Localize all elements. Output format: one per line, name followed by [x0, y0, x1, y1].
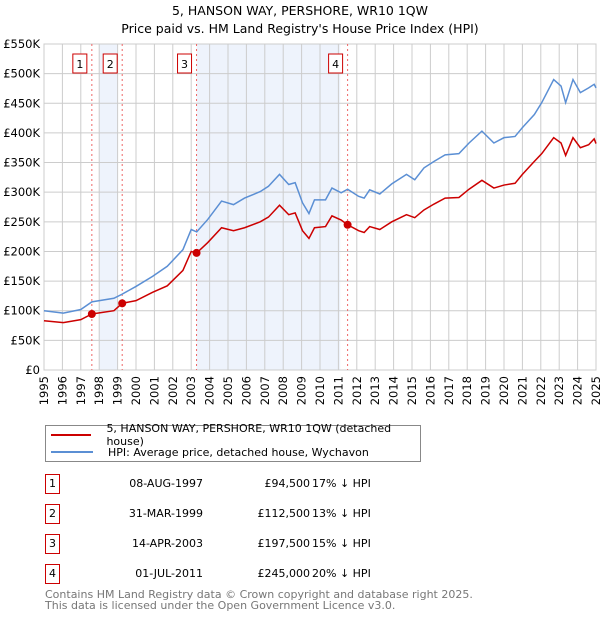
x-tick-label: 2001 — [147, 376, 161, 405]
x-tick-label: 2020 — [497, 376, 511, 405]
sale-price: £197,500 — [257, 537, 311, 550]
sale-row: 4 01-JUL-2011 £245,000 20% ↓ HPI — [45, 564, 445, 584]
sale-row: 3 14-APR-2003 £197,500 15% ↓ HPI — [45, 534, 445, 554]
x-tick-label: 2011 — [331, 376, 345, 405]
legend: 5, HANSON WAY, PERSHORE, WR10 1QW (detac… — [45, 422, 421, 462]
x-tick-label: 2005 — [221, 376, 235, 405]
sale-hpi-diff: 17% ↓ HPI — [312, 477, 371, 490]
x-tick-label: 2006 — [239, 376, 253, 405]
legend-item-hpi: HPI: Average price, detached house, Wych… — [46, 444, 369, 460]
x-tick-label: 2016 — [423, 376, 437, 405]
sale-hpi-diff: 15% ↓ HPI — [312, 537, 371, 550]
sale-date: 14-APR-2003 — [131, 537, 203, 550]
sale-marker-box — [102, 53, 118, 74]
x-tick-label: 2017 — [442, 376, 456, 405]
x-tick-label: 1997 — [74, 376, 88, 405]
chart-plot: £0 £50K £100K £150K £200K £250K £300K £350K £400… — [3, 37, 600, 405]
plot-frame — [43, 43, 597, 371]
sale-row: 2 31-MAR-1999 £112,500 13% ↓ HPI — [45, 504, 445, 524]
sale-price: £112,500 — [257, 507, 311, 520]
shaded-period — [99, 44, 118, 370]
y-tick-label: £500K — [3, 67, 40, 81]
x-tick-label: 2022 — [534, 376, 548, 405]
x-tick-label: 2012 — [350, 376, 364, 405]
x-tick-label: 2003 — [184, 376, 198, 405]
sale-number: 3 — [45, 534, 60, 554]
chart-title: 5, HANSON WAY, PERSHORE, WR10 1QW — [171, 3, 429, 18]
x-tick-label: 2007 — [258, 376, 272, 405]
legend-item-property: 5, HANSON WAY, PERSHORE, WR10 1QW (detac… — [46, 422, 420, 448]
x-tick-label: 2025 — [589, 376, 600, 405]
x-tick-label: 2021 — [515, 376, 529, 405]
series-line — [43, 77, 597, 314]
sale-marker-label: 2 — [107, 58, 114, 71]
y-tick-label: £200K — [3, 244, 40, 258]
x-tick-label: 2013 — [368, 376, 382, 405]
sale-marker-label: 4 — [332, 58, 339, 71]
x-tick-label: 2009 — [295, 376, 309, 405]
sale-row: 1 08-AUG-1997 £94,500 17% ↓ HPI — [45, 474, 445, 494]
sale-number: 2 — [45, 504, 60, 524]
y-tick-label: £50K — [11, 333, 41, 347]
x-tick-label: 1995 — [37, 376, 51, 405]
y-tick-label: £550K — [3, 37, 40, 51]
chart-subtitle: Price paid vs. HM Land Registry's House … — [121, 21, 479, 36]
x-tick-label: 2002 — [166, 376, 180, 405]
sale-marker-box — [72, 53, 88, 74]
x-tick-label: 2000 — [129, 376, 143, 405]
y-tick-label: £250K — [3, 215, 40, 229]
sale-marker-box — [328, 53, 344, 74]
sale-marker-box — [177, 53, 193, 74]
sale-date: 31-MAR-1999 — [128, 507, 203, 520]
x-tick-label: 2014 — [387, 376, 401, 405]
y-tick-label: £100K — [3, 304, 40, 318]
x-tick-label: 2024 — [571, 376, 585, 405]
sale-marker-label: 3 — [181, 58, 188, 71]
sale-point — [118, 299, 127, 308]
y-tick-label: £150K — [3, 274, 40, 288]
legend-swatch-blue — [51, 451, 93, 453]
sale-price: £94,500 — [264, 477, 311, 490]
x-tick-label: 1996 — [55, 376, 69, 405]
y-tick-label: £350K — [3, 156, 40, 170]
sale-date: 01-JUL-2011 — [135, 567, 203, 580]
sale-date: 08-AUG-1997 — [129, 477, 203, 490]
x-tick-label: 2018 — [460, 376, 474, 405]
sale-price: £245,000 — [257, 567, 311, 580]
y-tick-label: £450K — [3, 96, 40, 110]
sale-number: 4 — [45, 564, 60, 584]
sale-point — [192, 248, 201, 257]
x-tick-label: 2004 — [203, 376, 217, 405]
sale-point — [343, 220, 352, 229]
x-tick-label: 2008 — [276, 376, 290, 405]
legend-label: 5, HANSON WAY, PERSHORE, WR10 1QW (detac… — [106, 422, 392, 448]
x-tick-label: 2023 — [552, 376, 566, 405]
legend-swatch-red — [51, 434, 92, 436]
legend-label: HPI: Average price, detached house, Wych… — [108, 445, 369, 459]
footer-copyright: Contains HM Land Registry data © Crown c… — [45, 588, 473, 601]
sale-marker-label: 1 — [76, 58, 83, 71]
y-tick-label: £400K — [3, 126, 40, 140]
sale-hpi-diff: 13% ↓ HPI — [312, 507, 371, 520]
x-tick-label: 1998 — [92, 376, 106, 405]
x-tick-label: 2015 — [405, 376, 419, 405]
sale-point — [87, 309, 96, 318]
x-tick-label: 2010 — [313, 376, 327, 405]
sale-hpi-diff: 20% ↓ HPI — [312, 567, 371, 580]
shaded-period — [196, 44, 341, 370]
y-tick-label: £0 — [25, 363, 40, 377]
footer-licence: This data is licensed under the Open Gov… — [45, 599, 396, 612]
x-tick-label: 2019 — [479, 376, 493, 405]
sale-number: 1 — [45, 474, 60, 494]
y-tick-label: £300K — [3, 185, 40, 199]
x-tick-label: 1999 — [111, 376, 125, 405]
